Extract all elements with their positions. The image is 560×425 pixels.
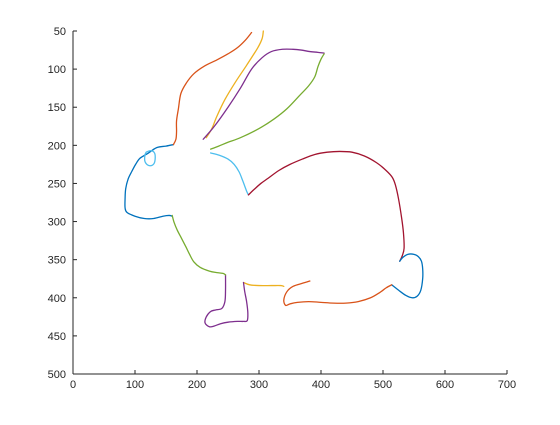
outline-segment-9 (283, 280, 393, 307)
eye-outline (143, 150, 156, 167)
y-tick-label: 200 (48, 140, 66, 152)
outline-segment-10 (242, 281, 285, 287)
y-tick-label: 50 (54, 26, 66, 38)
x-tick-label: 400 (312, 379, 330, 391)
x-tick-label: 500 (374, 379, 392, 391)
y-axis-ticks: 50 100 150 200 250 300 350 400 450 500 (48, 26, 77, 381)
y-tick-label: 500 (48, 369, 66, 381)
outline-segment-3 (205, 30, 264, 139)
y-tick-label: 400 (48, 293, 66, 305)
x-tick-label: 100 (126, 379, 144, 391)
x-tick-label: 0 (70, 379, 76, 391)
x-axis-ticks: 0 100 200 300 400 500 600 700 (70, 370, 516, 391)
outline-segment-6 (209, 152, 250, 196)
y-tick-label: 250 (48, 178, 66, 190)
y-tick-label: 300 (48, 217, 66, 229)
outline-segment-7 (247, 150, 405, 262)
outline-segment-2 (172, 31, 253, 146)
x-tick-label: 700 (498, 379, 516, 391)
x-tick-label: 600 (436, 379, 454, 391)
outline-segment-11 (204, 274, 249, 328)
outline-segment-12 (171, 214, 227, 276)
x-tick-label: 300 (250, 379, 268, 391)
y-tick-label: 100 (48, 64, 66, 76)
outline-segment-5 (209, 53, 325, 150)
x-tick-label: 200 (188, 379, 206, 391)
outline-segment-1 (124, 143, 175, 220)
y-tick-label: 350 (48, 255, 66, 267)
y-tick-label: 450 (48, 331, 66, 343)
y-tick-label: 150 (48, 102, 66, 114)
curves-layer (124, 30, 424, 328)
outline-segment-8 (391, 253, 424, 299)
outline-segment-4 (202, 48, 325, 140)
